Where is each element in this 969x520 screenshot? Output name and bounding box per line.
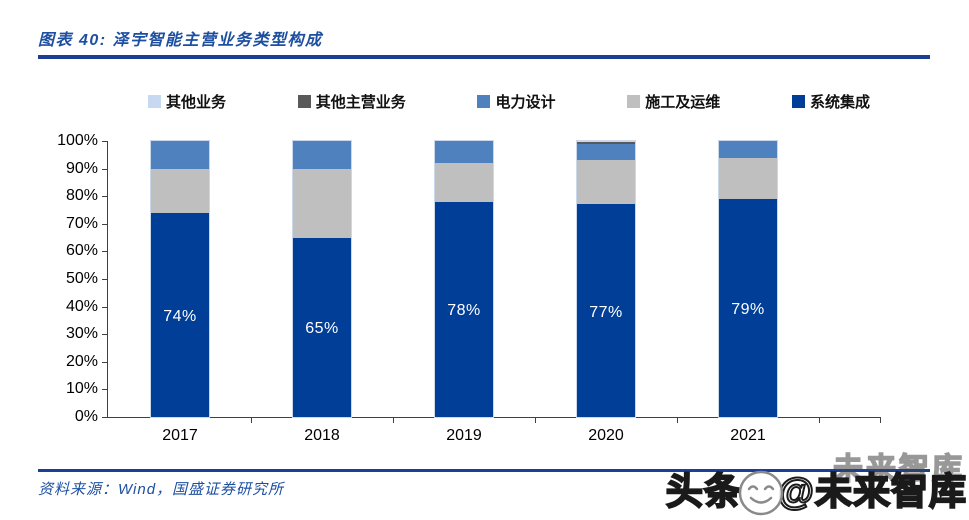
y-tick-label: 50% [65,270,98,287]
legend-item: 施工及运维 [627,91,720,112]
bar-segment [577,204,635,417]
bar-segment [719,157,777,199]
bar: 74% [150,140,210,418]
legend-item: 其他业务 [148,91,226,112]
bar-value-label: 74% [163,307,197,325]
x-axis-tick [393,417,394,423]
bar-value-label: 65% [305,320,339,338]
bar: 65% [292,140,352,418]
legend-label: 电力设计 [495,94,556,111]
watermark-prefix: 头条 [665,470,742,512]
bar-segment [151,168,209,213]
x-tick-label: 2018 [304,427,340,444]
y-axis-tick [102,334,107,336]
figure-title: 图表 40: 泽宇智能主营业务类型构成 [38,32,323,49]
bar-segment [577,160,635,205]
legend-swatch [477,95,491,108]
legend-swatch [297,95,311,108]
bar-segment [293,168,351,238]
bar-segment [435,163,493,202]
y-tick-label: 80% [65,187,98,205]
bar-segment [577,143,635,161]
legend-swatch [148,95,161,108]
bar-segment [577,141,635,143]
y-axis-tick [102,251,107,253]
legend-item: 电力设计 [477,91,555,112]
legend-item: 其他主营业务 [297,91,406,112]
legend-label: 其他业务 [166,94,227,111]
x-axis-tick [535,417,536,423]
x-axis-tick [819,417,820,423]
bar-value-label: 78% [447,302,481,320]
x-axis-line [107,417,880,418]
x-axis-tick [880,417,881,423]
bar-value-label: 77% [589,303,623,321]
x-tick-label: 2019 [446,427,482,444]
x-tick-label: 2020 [588,427,624,444]
bar-segment [151,212,209,417]
y-tick-label: 10% [65,380,98,398]
bar-segment [293,237,351,417]
y-tick-label: 0% [74,408,98,425]
bar: 78% [434,140,494,418]
legend-item: 系统集成 [791,91,870,112]
y-axis-tick [102,223,107,225]
bar: 79% [718,140,778,418]
y-axis-tick [102,196,107,198]
watermark: 头条 @未来智库 [665,466,967,516]
bar-segment [719,198,777,417]
chart-legend: 其他业务 其他主营业务 电力设计 施工及运维 系统集成 [148,91,870,112]
bar-segment [293,141,351,169]
y-axis-tick [102,306,107,308]
y-axis-tick [102,279,107,280]
y-tick-label: 30% [65,325,98,343]
bar-segment [719,141,777,158]
bar-segment [435,201,493,417]
y-tick-label: 40% [65,297,98,315]
y-axis-line [107,141,108,418]
y-tick-label: 90% [65,159,98,177]
x-axis-tick [251,417,252,423]
y-tick-label: 100% [57,132,98,149]
watermark-suffix: @未来智库 [777,470,967,512]
y-tick-label: 70% [65,214,98,232]
bar-segment [151,141,209,169]
x-axis-tick [677,417,678,423]
y-axis-tick [102,389,107,391]
bar-segment [577,142,635,144]
smiley-face-icon [738,470,784,516]
watermark-faint-text: 未来智库 [832,452,965,487]
y-axis-tick [102,141,107,142]
source-note: 资料来源：Wind，国盛证券研究所 [38,481,285,498]
legend-label: 系统集成 [809,94,870,111]
y-axis-tick [102,168,107,170]
y-tick-label: 60% [65,242,98,260]
legend-swatch [627,95,641,108]
bar-segment [435,141,493,164]
y-tick-label: 20% [65,352,98,370]
legend-swatch [791,95,805,108]
legend-label: 其他主营业务 [315,94,406,111]
bar: 77% [576,140,636,418]
bottom-divider-rule [38,469,930,472]
y-axis-tick [102,417,107,418]
x-tick-label: 2021 [730,427,766,444]
legend-label: 施工及运维 [645,94,721,111]
y-axis-tick [102,361,107,363]
x-tick-label: 2017 [162,427,198,444]
top-divider-rule [38,55,930,59]
bar-value-label: 79% [731,300,765,318]
